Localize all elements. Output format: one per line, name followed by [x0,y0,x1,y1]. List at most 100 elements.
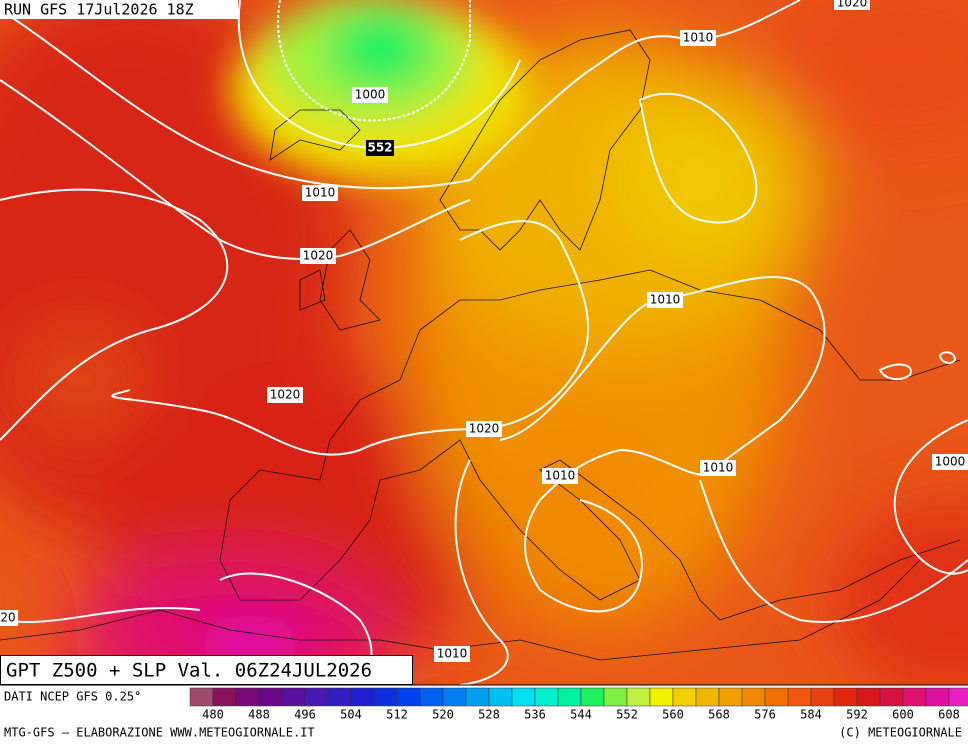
isobar-label: 1000 [932,454,968,470]
isobar-label: 1010 [542,468,578,484]
colorbar-box [879,687,904,707]
colorbar-box [672,687,697,707]
isobar-label-text: 1010 [703,461,734,475]
colorbar-label: 600 [892,708,914,722]
colorbar-box [235,687,260,707]
colorbar-box [258,687,283,707]
colorbar-box [488,687,513,707]
isobar-label: 1010 [700,460,736,476]
colorbar-box [350,687,375,707]
colorbar-box [810,687,835,707]
isobar [0,79,471,260]
map-field: 1000 552 1010 1010 1020 1010 1020 1020 1… [0,0,968,685]
colorbar-label: 568 [708,708,730,722]
coastline [439,29,651,251]
colorbar-label: 520 [432,708,454,722]
isobar-label-text: 1020 [469,422,500,436]
isobar-label-text: 1010 [683,31,714,45]
isobar-label: 1010 [647,292,683,308]
colorbar-label: 528 [478,708,500,722]
colorbar-label: 512 [386,708,408,722]
isobar-label: 1020 [267,387,303,403]
colorbar-label: 576 [754,708,776,722]
isobar-label: 1020 [466,421,502,437]
colorbar-box [557,687,582,707]
colorbar-box [925,687,950,707]
isobar [454,459,509,685]
colorbar-box [764,687,789,707]
isobar [638,92,758,224]
header-box [0,0,238,19]
colorbar-box [281,687,306,707]
isobar-label: 1000 [352,87,388,103]
geopotential-line [277,0,471,122]
isobar-label: 1020 [834,0,870,10]
isobar-label-text: 1020 [303,249,334,263]
colorbar-box [465,687,490,707]
isobar-label-text: 552 [367,141,392,155]
colorbar-box [419,687,444,707]
coastline [219,269,961,621]
data-source: DATI NCEP GFS 0.25° [4,690,141,704]
colorbar-label: 560 [662,708,684,722]
colorbar-label: 608 [938,708,960,722]
run-label: RUN GFS 17Jul2026 18Z [4,1,194,19]
isobar-label: 1020 [300,248,336,264]
map-title: GPT Z500 + SLP Val. 06Z24JUL2026 [6,660,372,682]
footer-right: (C) METEOGIORNALE [839,726,962,740]
colorbar-label: 480 [202,708,224,722]
colorbar-box [718,687,743,707]
coastline [269,109,361,161]
isobar [0,188,229,441]
colorbar-label: 504 [340,708,362,722]
isobar-label-text: 1000 [935,455,966,469]
isobar-label-text: 1010 [545,469,576,483]
colorbar-box [534,687,559,707]
colorbar-box [580,687,605,707]
isobar-label: 552 [366,140,394,156]
colorbar-label: 544 [570,708,592,722]
isobar [699,479,968,623]
colorbar-box [833,687,858,707]
colorbar-box [304,687,329,707]
colorbar-label: 536 [524,708,546,722]
colorbar-box [189,687,214,707]
colorbar-box [212,687,237,707]
colorbar-box [695,687,720,707]
colorbar: 480 488 496 504 512 520 528 536 544 552 560 568 576 5… [189,687,968,722]
colorbar-box [626,687,651,707]
title-box [0,655,413,685]
colorbar-box [741,687,766,707]
coastline [299,229,381,331]
isobar-label-text: 1000 [355,88,386,102]
isobar-label-text: 20 [0,611,15,625]
colorbar-box [373,687,398,707]
isobar [878,351,957,381]
isobar-label-text: 1010 [305,186,336,200]
isobar-label-text: 1020 [270,388,301,402]
colorbar-box [948,687,968,707]
colorbar-box [327,687,352,707]
colorbar-label: 488 [248,708,270,722]
isobar-label-text: 1020 [837,0,868,10]
isobar-label-text: 1010 [650,293,681,307]
colorbar-box [603,687,628,707]
colorbar-box [442,687,467,707]
footer-left: MTG-GFS – ELABORAZIONE WWW.METEOGIORNALE… [4,726,315,740]
isobar-label: 1010 [302,185,338,201]
isobar-label-text: 1010 [437,647,468,661]
isobar [893,419,968,575]
colorbar-box [856,687,881,707]
colorbar-label: 584 [800,708,822,722]
colorbar-label: 552 [616,708,638,722]
colorbar-box [649,687,674,707]
colorbar-box [396,687,421,707]
isobar-labels: 1000 552 1010 1010 1020 1010 1020 1020 1… [0,0,968,662]
isobar-label: 1010 [680,30,716,46]
colorbar-label: 592 [846,708,868,722]
isobar-label: 20 [0,610,18,626]
colorbar-box [787,687,812,707]
colorbar-box [511,687,536,707]
